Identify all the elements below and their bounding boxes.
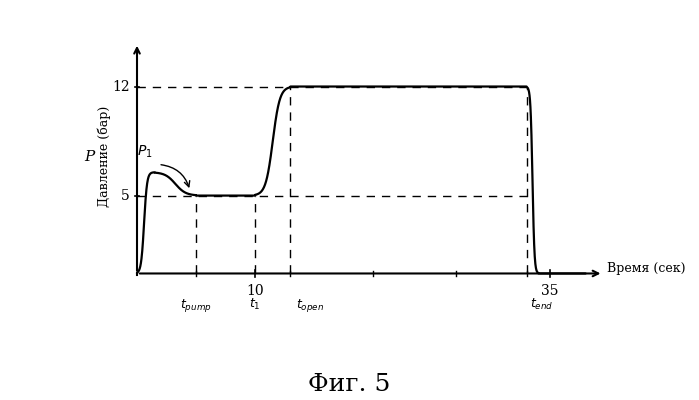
Text: P: P <box>85 150 95 164</box>
Text: $t_1$: $t_1$ <box>250 297 261 312</box>
Text: 5: 5 <box>121 188 130 202</box>
Text: Давление (бар): Давление (бар) <box>97 106 110 207</box>
Text: 10: 10 <box>246 284 264 298</box>
Text: $t_{open}$: $t_{open}$ <box>296 297 324 314</box>
Text: 12: 12 <box>113 80 130 94</box>
Text: $t_{end}$: $t_{end}$ <box>530 297 554 312</box>
Text: Фиг. 5: Фиг. 5 <box>308 373 391 396</box>
Text: Время (сек): Время (сек) <box>607 262 685 275</box>
Text: 35: 35 <box>542 284 559 298</box>
Text: $P_1$: $P_1$ <box>137 143 152 160</box>
Text: $t_{pump}$: $t_{pump}$ <box>180 297 212 314</box>
